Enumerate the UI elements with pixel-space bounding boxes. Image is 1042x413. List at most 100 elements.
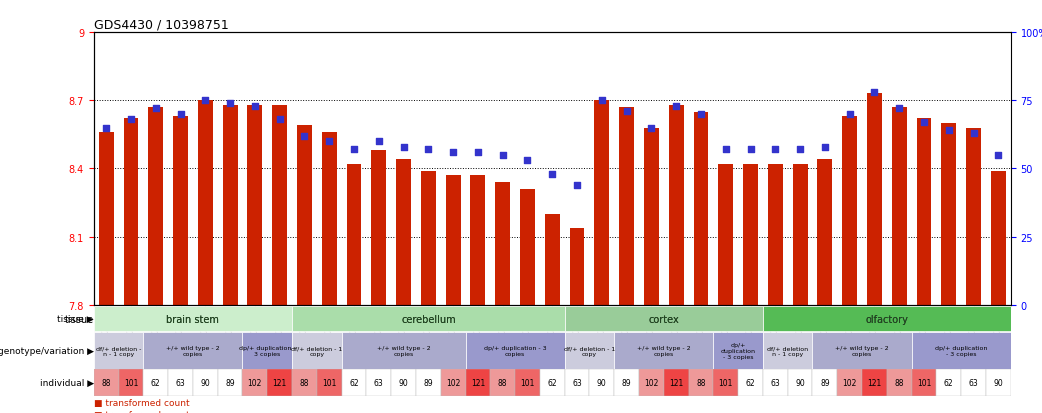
Text: 89: 89 — [622, 378, 631, 387]
Text: 63: 63 — [572, 378, 581, 387]
Bar — [198, 101, 213, 305]
Point — [395, 144, 412, 151]
Text: +/+ wild type - 2
copies: +/+ wild type - 2 copies — [377, 345, 430, 356]
Point — [247, 103, 264, 110]
Text: 88: 88 — [696, 378, 705, 387]
Bar — [471, 176, 486, 305]
Bar — [743, 164, 758, 305]
Text: 62: 62 — [746, 378, 755, 387]
Text: +/+ wild type - 2
copies: +/+ wild type - 2 copies — [637, 345, 691, 356]
Point — [494, 152, 511, 159]
Text: 63: 63 — [176, 378, 185, 387]
Bar — [763, 306, 1011, 331]
Bar — [738, 369, 763, 396]
Text: 90: 90 — [597, 378, 606, 387]
Bar — [317, 369, 342, 396]
Point — [916, 119, 933, 126]
Text: 102: 102 — [843, 378, 857, 387]
Point — [420, 147, 437, 153]
Text: GDS4430 / 10398751: GDS4430 / 10398751 — [94, 19, 228, 32]
Bar — [243, 369, 267, 396]
Bar — [119, 369, 144, 396]
Bar — [292, 306, 565, 331]
Bar — [614, 369, 639, 396]
Text: 121: 121 — [669, 378, 684, 387]
Bar — [619, 108, 634, 305]
Bar — [639, 369, 664, 396]
Point — [222, 100, 239, 107]
Point — [594, 98, 611, 104]
Bar — [94, 306, 292, 331]
Point — [668, 103, 685, 110]
Text: ■ transformed count: ■ transformed count — [94, 410, 190, 413]
Bar — [689, 369, 714, 396]
Text: 101: 101 — [124, 378, 139, 387]
Text: 62: 62 — [547, 378, 557, 387]
Text: df/+ deletion - 1
copy: df/+ deletion - 1 copy — [564, 345, 615, 356]
Bar — [144, 332, 243, 369]
Point — [643, 125, 660, 132]
Point — [817, 144, 834, 151]
Text: 121: 121 — [273, 378, 287, 387]
Bar — [322, 133, 337, 305]
Bar — [714, 332, 763, 369]
Bar — [441, 369, 466, 396]
Text: +/+ wild type - 2
copies: +/+ wild type - 2 copies — [836, 345, 889, 356]
Text: dp/+ duplication
- 3 copies: dp/+ duplication - 3 copies — [935, 345, 988, 356]
Bar — [768, 164, 783, 305]
Bar — [793, 164, 808, 305]
Text: cortex: cortex — [648, 314, 679, 324]
Bar — [565, 332, 614, 369]
Point — [197, 98, 214, 104]
Text: 102: 102 — [248, 378, 262, 387]
Text: 89: 89 — [423, 378, 433, 387]
Text: 90: 90 — [795, 378, 805, 387]
Text: 88: 88 — [300, 378, 309, 387]
Text: 62: 62 — [349, 378, 358, 387]
Point — [866, 90, 883, 96]
Bar — [94, 332, 144, 369]
Bar — [565, 369, 590, 396]
Bar — [912, 332, 1011, 369]
Text: +/+ wild type - 2
copies: +/+ wild type - 2 copies — [166, 345, 220, 356]
Text: 63: 63 — [969, 378, 978, 387]
Point — [147, 106, 164, 112]
Bar — [342, 332, 466, 369]
Text: 88: 88 — [101, 378, 110, 387]
Text: 101: 101 — [719, 378, 733, 387]
Bar — [520, 190, 535, 305]
Bar — [292, 369, 317, 396]
Text: 63: 63 — [374, 378, 383, 387]
Text: 101: 101 — [322, 378, 337, 387]
Bar — [788, 369, 813, 396]
Bar — [371, 151, 387, 305]
Bar — [892, 108, 907, 305]
Text: 121: 121 — [471, 378, 485, 387]
Bar — [887, 369, 912, 396]
Point — [717, 147, 734, 153]
Bar — [594, 101, 610, 305]
Bar — [917, 119, 932, 305]
Bar — [297, 126, 312, 305]
Text: 102: 102 — [644, 378, 659, 387]
Text: df/+ deletion - 1
copy: df/+ deletion - 1 copy — [291, 345, 343, 356]
Text: 90: 90 — [200, 378, 210, 387]
Point — [271, 117, 288, 123]
Bar — [218, 369, 243, 396]
Text: 89: 89 — [820, 378, 829, 387]
Text: ■ transformed count: ■ transformed count — [94, 398, 190, 407]
Bar — [763, 369, 788, 396]
Bar — [570, 228, 585, 305]
Bar — [966, 128, 981, 305]
Bar — [986, 369, 1011, 396]
Bar — [545, 214, 560, 305]
Bar — [937, 369, 961, 396]
Text: brain stem: brain stem — [167, 314, 220, 324]
Text: 63: 63 — [770, 378, 780, 387]
Bar — [515, 369, 540, 396]
Text: 89: 89 — [225, 378, 234, 387]
Point — [346, 147, 363, 153]
Bar — [718, 164, 734, 305]
Bar — [714, 369, 738, 396]
Bar — [347, 164, 362, 305]
